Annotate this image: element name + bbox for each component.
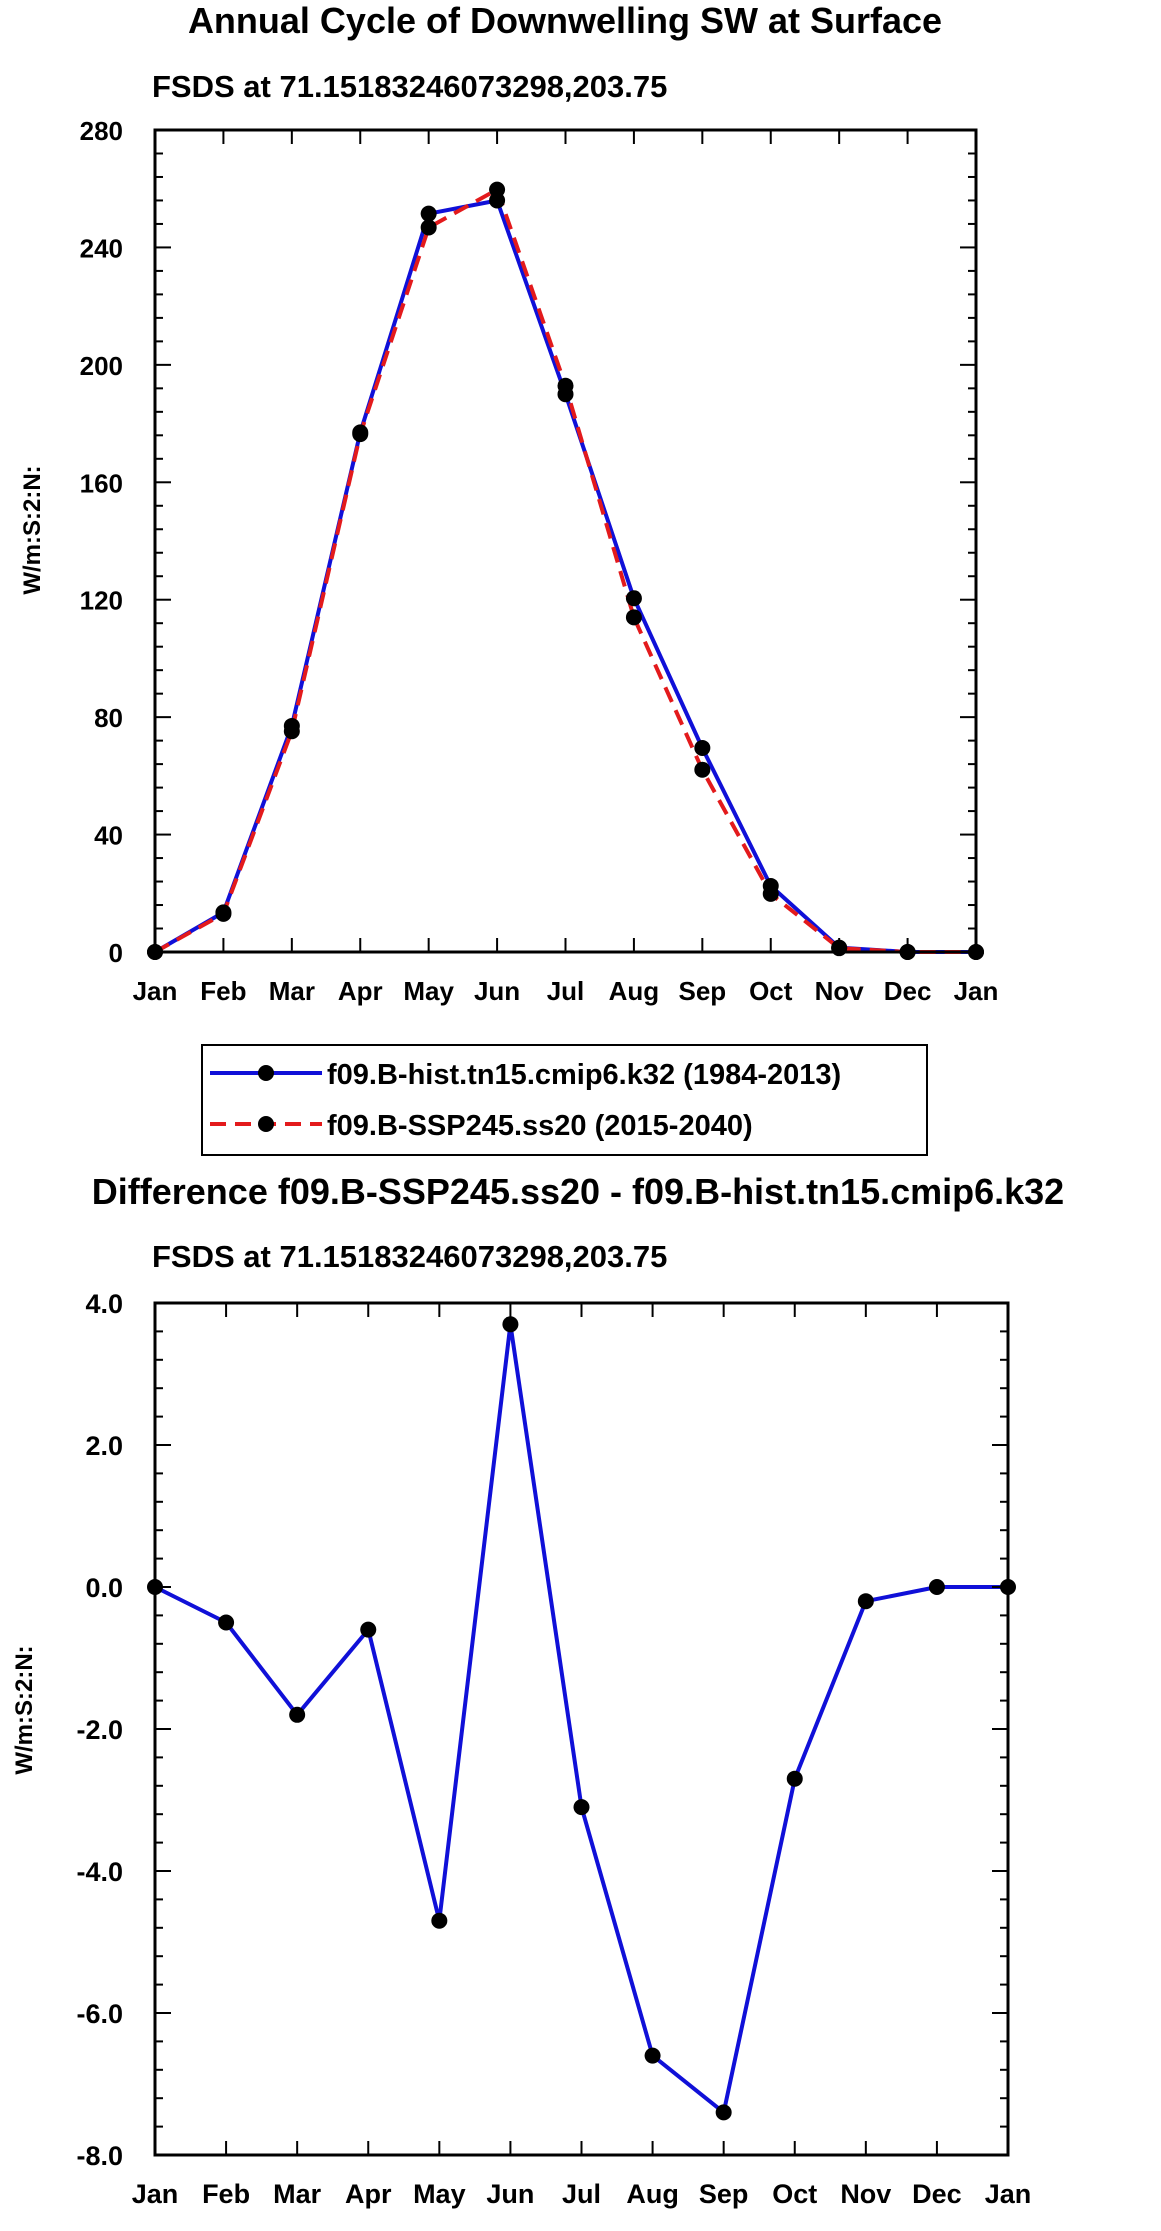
data-point [625, 609, 642, 626]
data-point [694, 761, 711, 778]
x-tick-label: Feb [200, 976, 246, 1006]
legend-marker-hist [258, 1065, 274, 1081]
x-tick-label: Dec [912, 2179, 962, 2209]
x-tick-label: Oct [749, 976, 793, 1006]
chart-1-plot-frame [153, 128, 978, 954]
chart-2-title: Difference f09.B-SSP245.ss20 - f09.B-his… [92, 1171, 1064, 1212]
chart-1-legend: f09.B-hist.tn15.cmip6.k32 (1984-2013) f0… [201, 1044, 928, 1156]
legend-label-hist: f09.B-hist.tn15.cmip6.k32 (1984-2013) [327, 1059, 841, 1091]
data-point [573, 1799, 590, 1816]
y-tick-label: 120 [80, 586, 123, 616]
y-tick-label: -8.0 [76, 2141, 123, 2171]
chart-2-ylabel: W/m:S:2:N: [11, 1645, 38, 1774]
x-tick-label: Mar [273, 2179, 322, 2209]
annual-cycle-chart: FSDS at 71.15183246073298,203.75 W/m:S:2… [19, 69, 998, 1006]
y-tick-label: 280 [80, 116, 123, 146]
y-tick-label: 0.0 [85, 1573, 123, 1603]
x-tick-label: Apr [345, 2179, 392, 2209]
data-point [644, 2047, 661, 2064]
data-point [283, 723, 300, 740]
x-tick-label: Mar [269, 976, 315, 1006]
x-tick-label: Jan [954, 976, 999, 1006]
x-tick-label: Jun [486, 2179, 534, 2209]
data-point [215, 905, 232, 922]
x-tick-label: May [403, 976, 454, 1006]
x-tick-label: Feb [202, 2179, 250, 2209]
x-tick-label: Oct [772, 2179, 817, 2209]
x-tick-label: Dec [884, 976, 932, 1006]
data-point [289, 1706, 306, 1723]
y-tick-label: 80 [94, 703, 123, 733]
data-point [557, 377, 574, 394]
legend-label-ssp: f09.B-SSP245.ss20 (2015-2040) [327, 1110, 753, 1142]
x-tick-label: Aug [626, 2179, 678, 2209]
chart-1-ylabel: W/m:S:2:N: [19, 465, 46, 594]
y-tick-label: -6.0 [76, 1999, 123, 2029]
x-tick-label: Nov [840, 2179, 891, 2209]
y-tick-label: -2.0 [76, 1715, 123, 1745]
x-tick-label: Jun [474, 976, 520, 1006]
y-tick-label: 160 [80, 468, 123, 498]
data-point [218, 1614, 235, 1631]
chart-1-subtitle: FSDS at 71.15183246073298,203.75 [152, 69, 667, 104]
x-tick-label: Sep [678, 976, 726, 1006]
x-tick-label: May [413, 2179, 466, 2209]
x-tick-label: Nov [815, 976, 865, 1006]
series-line-secondary [154, 187, 976, 954]
data-point [420, 205, 437, 222]
data-point [786, 1770, 803, 1787]
series-line-primary [153, 198, 976, 954]
difference-chart: Difference f09.B-SSP245.ss20 - f09.B-his… [11, 1171, 1064, 2209]
y-tick-label: 0 [109, 938, 123, 968]
x-tick-label: Aug [609, 976, 660, 1006]
data-point [715, 2104, 732, 2121]
data-point [431, 1912, 448, 1929]
x-tick-label: Jan [133, 976, 178, 1006]
x-tick-label: Jul [562, 2179, 601, 2209]
data-point [489, 181, 506, 198]
y-tick-label: 40 [94, 821, 123, 851]
y-tick-label: -4.0 [76, 1857, 123, 1887]
x-tick-label: Jan [985, 2179, 1032, 2209]
x-tick-label: Apr [338, 976, 383, 1006]
x-tick-label: Sep [699, 2179, 749, 2209]
y-tick-label: 240 [80, 233, 123, 263]
data-point [762, 885, 779, 902]
data-point [420, 219, 437, 236]
y-tick-label: 4.0 [85, 1289, 123, 1319]
x-tick-label: Jul [547, 976, 585, 1006]
data-point [928, 1579, 945, 1595]
legend-marker-ssp [258, 1116, 274, 1132]
y-tick-label: 2.0 [85, 1431, 123, 1461]
series-line-primary [154, 1322, 1008, 2115]
data-point [352, 426, 369, 443]
data-point [360, 1621, 377, 1638]
data-point [625, 590, 642, 607]
x-tick-label: Jan [132, 2179, 179, 2209]
chart-2-plot-frame [153, 1301, 1010, 2157]
legend-box [201, 1044, 928, 1156]
chart-2-subtitle: FSDS at 71.15183246073298,203.75 [152, 1239, 667, 1274]
figure-title: Annual Cycle of Downwelling SW at Surfac… [188, 0, 942, 41]
y-tick-label: 200 [80, 351, 123, 381]
data-point [502, 1316, 519, 1333]
data-point [857, 1593, 874, 1610]
data-point [694, 739, 711, 756]
